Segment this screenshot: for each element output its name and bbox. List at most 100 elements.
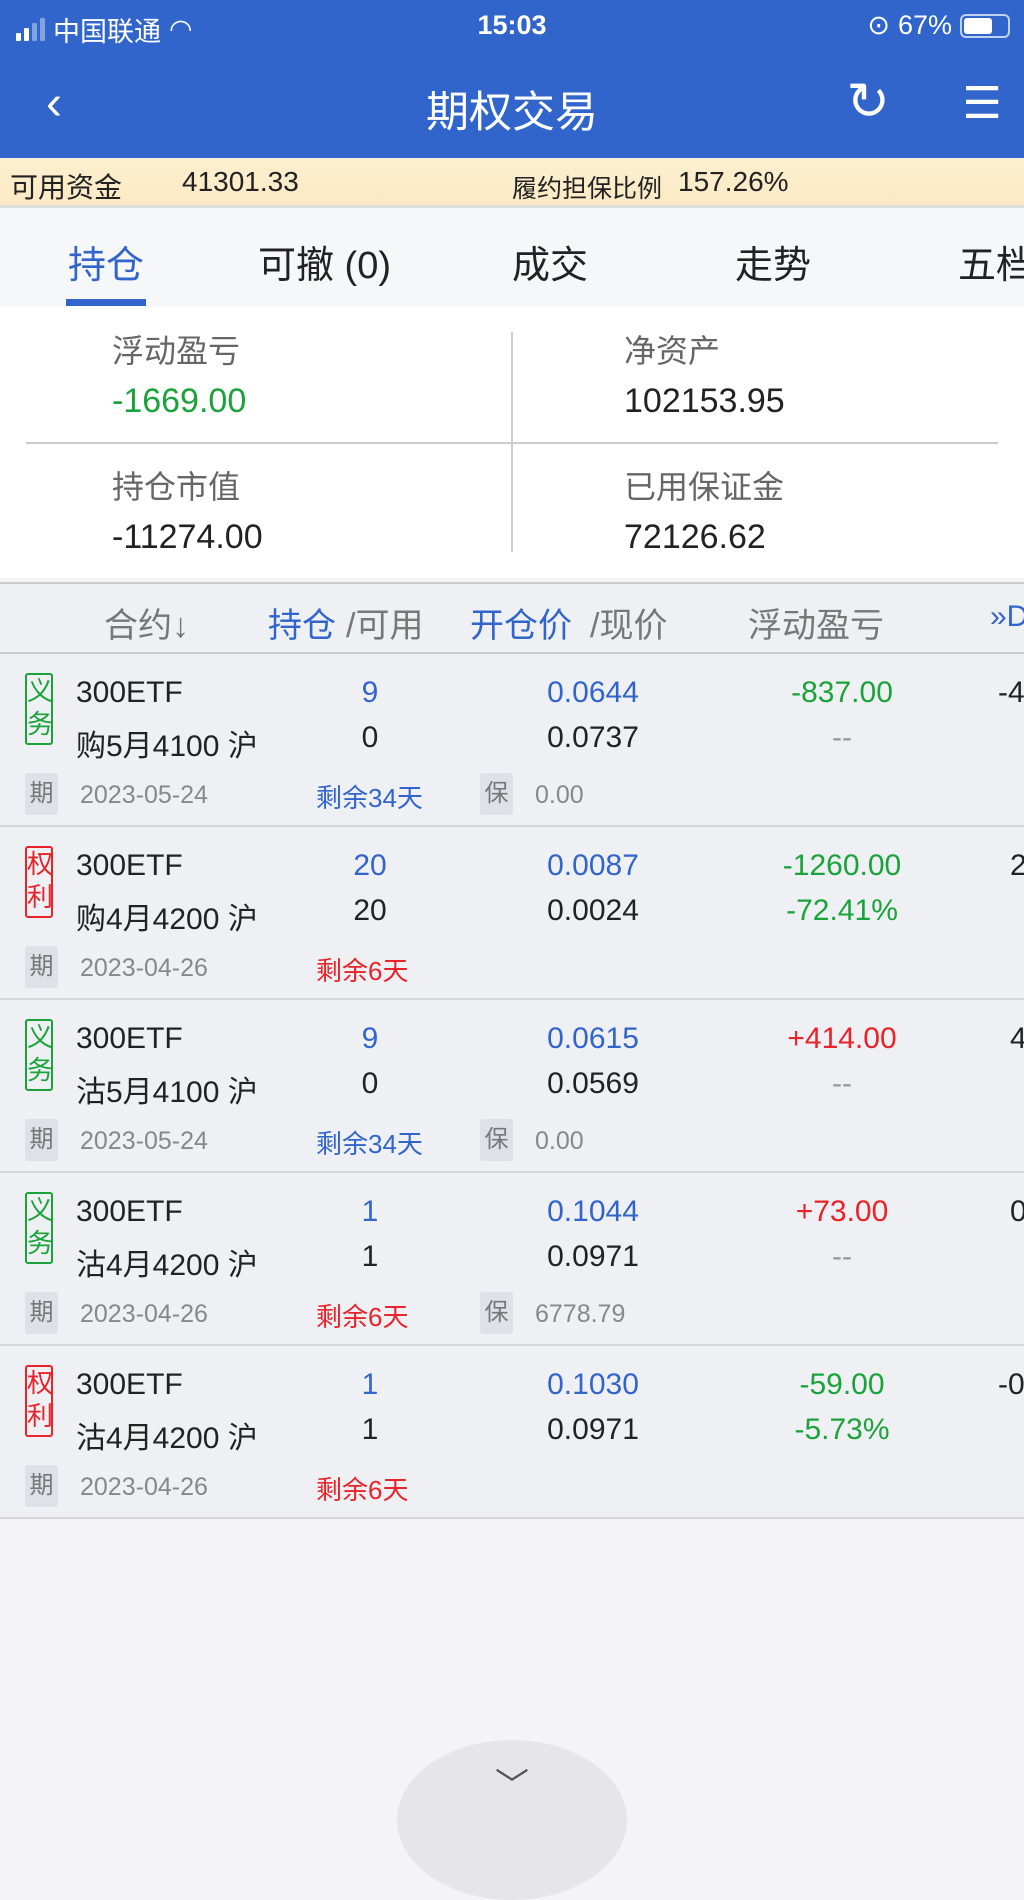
header-floating-pl[interactable]: 浮动盈亏 bbox=[748, 607, 884, 645]
net-assets-value: 102153.95 bbox=[624, 382, 785, 420]
current-price: 0.0569 bbox=[547, 1067, 639, 1100]
available-qty: 1 bbox=[361, 1240, 379, 1273]
margin-chip: 保 bbox=[480, 1119, 513, 1161]
days-remaining: 剩余6天 bbox=[316, 1475, 409, 1505]
margin-value: 0.00 bbox=[535, 1127, 584, 1155]
days-remaining: 剩余34天 bbox=[316, 1129, 423, 1159]
clock: 15:03 bbox=[477, 10, 547, 40]
tab-trend[interactable]: 走势 bbox=[735, 245, 812, 287]
available-qty: 0 bbox=[361, 1067, 379, 1100]
floating-pl-percent: -5.73% bbox=[794, 1413, 890, 1446]
expiry-date: 2023-05-24 bbox=[80, 781, 208, 809]
market-value: 持仓市值 -11274.00 bbox=[112, 462, 263, 557]
badge-char: 务 bbox=[27, 709, 54, 739]
expiry-chip: 期 bbox=[25, 1119, 58, 1161]
menu-icon[interactable]: ☰ bbox=[962, 79, 1002, 128]
floating-pl-percent: -- bbox=[832, 1067, 852, 1100]
expiry-date: 2023-05-24 bbox=[80, 1127, 208, 1155]
floating-pl: -59.00 bbox=[799, 1368, 885, 1401]
available-funds-value: 41301.33 bbox=[182, 166, 299, 197]
collapse-button[interactable]: ﹀ bbox=[397, 1740, 627, 1900]
floating-pl-label: 浮动盈亏 bbox=[112, 333, 241, 369]
table-row[interactable]: 权利 300ETF 购4月4200 沪 20 20 0.0087 0.0024 … bbox=[0, 827, 1024, 1000]
open-price: 0.0644 bbox=[547, 676, 639, 709]
fund-bar: 可用资金 41301.33 履约担保比例 157.26% bbox=[0, 158, 1024, 208]
margin-value: 0.00 bbox=[535, 781, 584, 809]
contract-name: 购4月4200 沪 bbox=[76, 903, 258, 936]
net-assets: 净资产 102153.95 bbox=[624, 326, 785, 421]
available-qty: 0 bbox=[361, 721, 379, 754]
rotation-lock-icon: ⊙ bbox=[867, 10, 890, 40]
signal-icon bbox=[16, 17, 45, 41]
refresh-icon[interactable]: ↻ bbox=[846, 73, 890, 131]
net-assets-label: 净资产 bbox=[624, 333, 721, 369]
back-icon[interactable]: ‹ bbox=[46, 77, 62, 130]
available-qty: 20 bbox=[353, 894, 387, 927]
tab-cancelable[interactable]: 可撤 (0) bbox=[258, 245, 392, 287]
expiry-date: 2023-04-26 bbox=[80, 1300, 208, 1328]
option-type-badge: 义务 bbox=[25, 1019, 53, 1091]
floating-pl: -1260.00 bbox=[782, 849, 902, 882]
badge-char: 利 bbox=[27, 882, 54, 912]
header-more[interactable]: »D bbox=[990, 600, 1024, 633]
badge-char: 务 bbox=[27, 1228, 54, 1258]
battery-percent: 67% bbox=[897, 10, 952, 40]
margin-chip: 保 bbox=[480, 1292, 513, 1334]
option-type-badge: 义务 bbox=[25, 1192, 53, 1264]
extra-column-value: 2 bbox=[1010, 849, 1024, 883]
divider bbox=[26, 442, 998, 444]
carrier: 中国联通 bbox=[53, 17, 161, 47]
option-type-badge: 权利 bbox=[25, 1365, 53, 1437]
header-open-price[interactable]: 开仓价 bbox=[470, 607, 572, 645]
tab-bar: 持仓 可撤 (0) 成交 走势 五档 bbox=[0, 208, 1024, 307]
expiry-chip: 期 bbox=[25, 773, 58, 815]
margin-used: 已用保证金 72126.62 bbox=[624, 462, 784, 557]
margin-used-value: 72126.62 bbox=[624, 518, 766, 556]
badge-char: 权 bbox=[27, 1368, 54, 1398]
days-remaining: 剩余34天 bbox=[316, 783, 423, 813]
positions-list: 义务 300ETF 购5月4100 沪 9 0 0.0644 0.0737 -8… bbox=[0, 654, 1024, 1519]
floating-pl: +414.00 bbox=[787, 1022, 897, 1055]
table-row[interactable]: 权利 300ETF 沽4月4200 沪 1 1 0.1030 0.0971 -5… bbox=[0, 1346, 1024, 1519]
position-qty: 20 bbox=[353, 849, 387, 882]
market-value-value: -11274.00 bbox=[112, 518, 263, 556]
extra-column-value: 0 bbox=[1010, 1195, 1024, 1229]
current-price: 0.0971 bbox=[547, 1240, 639, 1273]
floating-pl-percent: -72.41% bbox=[786, 894, 898, 927]
option-type-badge: 权利 bbox=[25, 846, 53, 918]
expiry-chip: 期 bbox=[25, 946, 58, 988]
floating-pl: 浮动盈亏 -1669.00 bbox=[112, 326, 246, 421]
badge-char: 义 bbox=[27, 1195, 54, 1225]
tab-trades[interactable]: 成交 bbox=[512, 245, 589, 287]
margin-used-label: 已用保证金 bbox=[624, 469, 785, 505]
table-row[interactable]: 义务 300ETF 沽4月4200 沪 1 1 0.1044 0.0971 +7… bbox=[0, 1173, 1024, 1346]
expiry-date: 2023-04-26 bbox=[80, 954, 208, 982]
open-price: 0.1030 bbox=[547, 1368, 639, 1401]
header-position[interactable]: 持仓 bbox=[268, 607, 336, 645]
expiry-chip: 期 bbox=[25, 1465, 58, 1507]
header-contract[interactable]: 合约↓ bbox=[104, 607, 189, 645]
extra-column-value: -0 bbox=[998, 1368, 1024, 1401]
table-row[interactable]: 义务 300ETF 购5月4100 沪 9 0 0.0644 0.0737 -8… bbox=[0, 654, 1024, 827]
option-type-badge: 义务 bbox=[25, 673, 53, 745]
badge-char: 务 bbox=[27, 1055, 54, 1085]
tab-depth[interactable]: 五档 bbox=[958, 245, 1024, 287]
current-price: 0.0971 bbox=[547, 1413, 639, 1446]
extra-column-value: -4 bbox=[998, 676, 1024, 709]
open-price: 0.1044 bbox=[547, 1195, 639, 1228]
extra-column-value: 4 bbox=[1010, 1022, 1024, 1056]
guarantee-ratio-value: 157.26% bbox=[678, 166, 789, 197]
expiry-chip: 期 bbox=[25, 1292, 58, 1334]
underlying-name: 300ETF bbox=[76, 676, 183, 709]
header: 中国联通 ◠ 15:03 ⊙ 67% ‹ 期权交易 ↻ ☰ bbox=[0, 0, 1024, 158]
badge-char: 义 bbox=[27, 1022, 54, 1052]
underlying-name: 300ETF bbox=[76, 1368, 183, 1401]
chevron-down-icon: ﹀ bbox=[495, 1767, 529, 1805]
battery-icon bbox=[960, 13, 1010, 38]
wifi-icon: ◠ bbox=[169, 14, 193, 44]
account-summary: 浮动盈亏 -1669.00 净资产 102153.95 持仓市值 -11274.… bbox=[0, 306, 1024, 578]
underlying-name: 300ETF bbox=[76, 1022, 183, 1055]
tab-positions[interactable]: 持仓 bbox=[65, 234, 147, 307]
table-row[interactable]: 义务 300ETF 沽5月4100 沪 9 0 0.0615 0.0569 +4… bbox=[0, 1000, 1024, 1173]
status-bar: 中国联通 ◠ 15:03 ⊙ 67% bbox=[0, 0, 1024, 56]
